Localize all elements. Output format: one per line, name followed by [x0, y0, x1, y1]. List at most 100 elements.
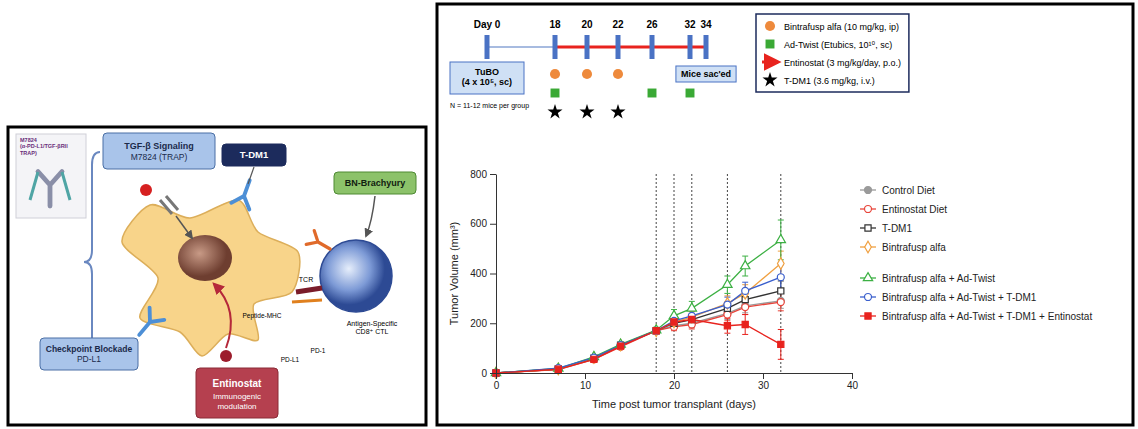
group-size: N = 11-12 mice per group: [450, 102, 529, 110]
treatment-dose: [686, 89, 695, 98]
legend-label: T-DM1: [882, 223, 912, 234]
tick-mark: [490, 373, 496, 374]
x-axis: 0 10 20 30 40: [494, 373, 859, 391]
data-point: [653, 327, 660, 334]
tgf-beta: [140, 184, 152, 196]
legend-swatch: [865, 241, 872, 252]
legend-swatch: [765, 21, 775, 31]
tick-mark: [490, 224, 496, 225]
error-bar: [653, 327, 659, 333]
tick-mark: [490, 174, 496, 175]
data-point: [653, 328, 659, 334]
error-bar: [653, 328, 659, 333]
antibody-label-line: TRAP): [20, 150, 37, 156]
tick-label: 20: [669, 380, 681, 391]
data-point: [724, 301, 731, 308]
data-point: [555, 366, 561, 372]
antibody-label-line: (α-PD-L1/TGF-βRII: [20, 143, 68, 149]
tick-mark: [585, 373, 586, 379]
data-point: [555, 366, 562, 373]
tick: 200: [470, 318, 496, 329]
data-point: [617, 342, 624, 349]
antibody-label: M7824(α-PD-L1/TGF-βRIITRAP): [20, 137, 68, 156]
tick: 10: [580, 373, 592, 391]
schedule-legend: Bintrafusp alfa (10 mg/kg, ip)Ad-Twist (…: [756, 14, 909, 92]
box-title: Checkpoint Blockade: [46, 344, 133, 354]
t-cell: [320, 240, 392, 312]
box-subtitle: Immunogenicmodulation: [213, 392, 261, 410]
tick-label: 30: [758, 380, 770, 391]
day-tick: [650, 35, 655, 59]
entinostat-drug: [220, 350, 232, 362]
error-bar: [653, 328, 659, 333]
treatment-dose: [551, 89, 560, 98]
series-line: [496, 264, 781, 373]
legend-swatch: [865, 225, 871, 231]
data-point: [689, 316, 695, 322]
vaccine-arrow: [366, 196, 375, 236]
tick-mark: [490, 323, 496, 324]
diagram-label: Peptide-MHC: [242, 312, 281, 320]
tumor-box: [450, 62, 524, 94]
legend-box: [756, 14, 909, 92]
figure: M7824(α-PD-L1/TGF-βRIITRAP)TGF-β Signali…: [0, 0, 1138, 429]
treatment-line: [674, 174, 675, 373]
error-bar: [671, 317, 677, 327]
data-point: [555, 366, 561, 372]
day-tick: [553, 35, 558, 59]
data-point: [617, 342, 624, 349]
legend-swatch: [762, 61, 778, 64]
y-axis-title: Tumor Volume (mm³): [448, 222, 460, 326]
box-title: BN-Brachyury: [345, 178, 406, 188]
data-point: [591, 352, 598, 363]
legend-label: Control Diet: [882, 185, 935, 196]
legend-label: Entinostat Diet: [882, 204, 947, 215]
tcr: [296, 288, 322, 292]
legend-swatch: [863, 273, 872, 281]
data-point: [555, 366, 562, 373]
tgf-receptor: [160, 196, 178, 214]
drug-box: [103, 133, 215, 169]
day-tick: [704, 35, 709, 59]
data-point: [618, 342, 624, 348]
legend-swatch: [865, 187, 872, 194]
tumor-label-line: TuBO: [475, 67, 499, 77]
error-bar: [742, 285, 748, 302]
data-point: [778, 288, 784, 294]
data-point: [652, 325, 661, 333]
tick-mark: [674, 373, 675, 379]
error-bar: [724, 296, 730, 311]
treatment-dose: [582, 69, 592, 79]
bracket: [84, 152, 100, 355]
tick: 0: [481, 368, 496, 379]
error-bar: [778, 329, 784, 359]
error-bar: [689, 312, 695, 323]
legend-label: Bintrafusp alfa + Ad-Twist + T-DM1: [882, 292, 1037, 303]
line-chart: 0102030400200400600800Time post tumor tr…: [448, 169, 1092, 410]
timeline-axis: [487, 46, 706, 48]
data-point: [724, 298, 731, 309]
tick-label: 0: [494, 380, 500, 391]
data-point: [653, 325, 660, 336]
legend-label: Ad-Twist (Etubics, 10¹⁰, sc): [784, 40, 892, 50]
panel-frame: [437, 4, 1133, 425]
error-bar: [653, 328, 659, 333]
plot-area: [491, 174, 785, 379]
series-line: [496, 320, 781, 373]
tick-label: 600: [470, 218, 487, 229]
day-label: 32: [684, 19, 696, 30]
treatment-dose: [610, 104, 625, 118]
data-point: [742, 288, 749, 299]
error-bar: [653, 328, 659, 333]
box-title: Entinostat: [213, 378, 263, 389]
tick-label: 40: [847, 380, 859, 391]
treatment-dose: [613, 69, 623, 79]
tick: 0: [494, 373, 500, 391]
legend-label: Bintrafusp alfa + Ad-Twist + T-DM1 + Ent…: [882, 311, 1092, 322]
legend-swatch: [762, 72, 777, 86]
tick: 400: [470, 268, 496, 279]
tdm1-line: [248, 167, 254, 184]
legend: Control Diet Entinostat Diet T-DM1 Bintrafu…: [860, 185, 1092, 322]
drug-box: [222, 144, 286, 166]
data-point: [671, 317, 678, 324]
